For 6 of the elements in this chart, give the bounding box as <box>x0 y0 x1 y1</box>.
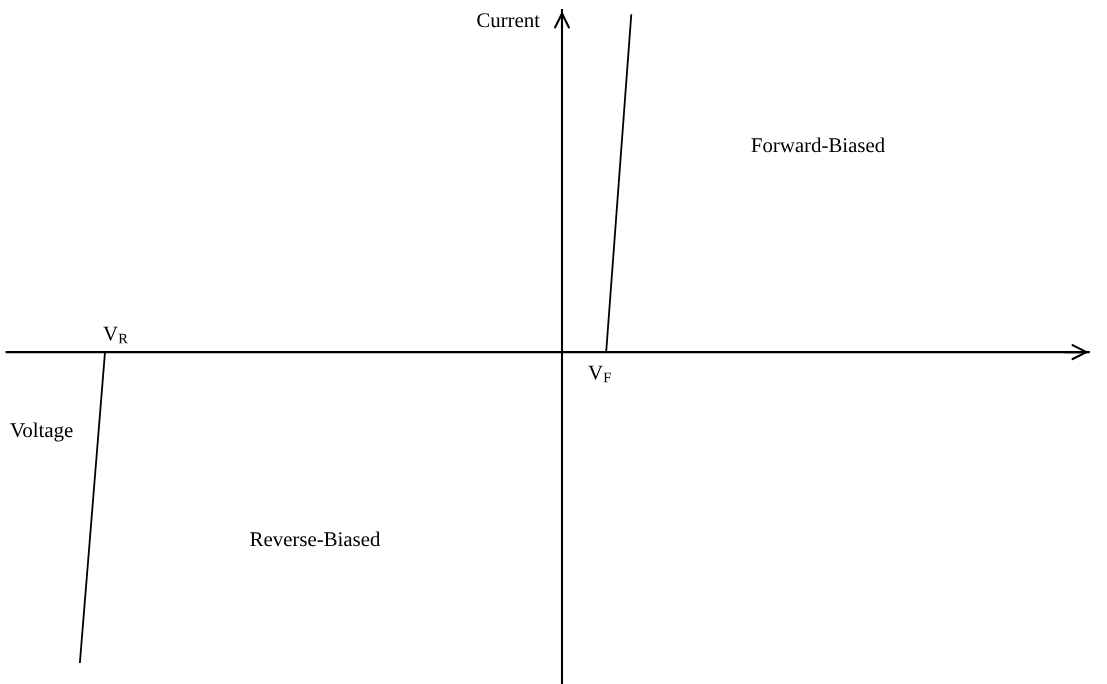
annotation: V$_{R}$ <box>103 326 128 344</box>
text: Forward-Biased <box>751 137 885 153</box>
annotation: V$_{F}$ <box>588 365 611 383</box>
annotation: Reverse-Biased <box>250 531 381 547</box>
x-axis-title: Voltage <box>10 422 73 442</box>
y-axis-title: Current <box>477 13 540 28</box>
